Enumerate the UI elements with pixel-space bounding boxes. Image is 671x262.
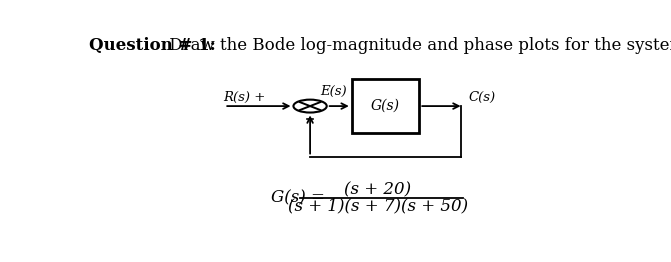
Text: C(s): C(s) [468, 91, 496, 104]
Text: G(s): G(s) [371, 99, 400, 113]
Text: Draw the Bode log-magnitude and phase plots for the system.: Draw the Bode log-magnitude and phase pl… [164, 37, 671, 54]
Text: R(s) +: R(s) + [223, 91, 265, 104]
Text: (s + 20): (s + 20) [344, 181, 411, 198]
Text: (s + 1)(s + 7)(s + 50): (s + 1)(s + 7)(s + 50) [288, 198, 468, 215]
Text: G(s) =: G(s) = [271, 189, 325, 206]
FancyBboxPatch shape [352, 79, 419, 133]
Text: E(s): E(s) [321, 85, 348, 98]
Text: Question # 1:: Question # 1: [89, 37, 216, 54]
